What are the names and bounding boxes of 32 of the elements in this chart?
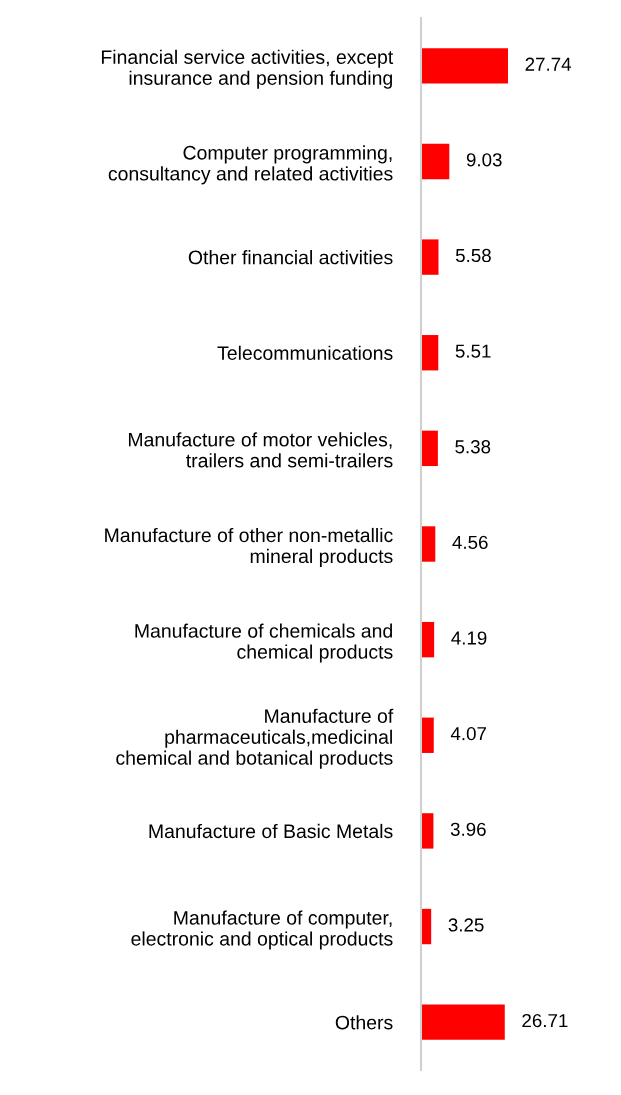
bar xyxy=(421,813,434,849)
y-tick-label: Financial service activities, except insurance and pension funding xyxy=(101,49,394,89)
bar xyxy=(421,717,434,753)
y-tick-label: Telecommunications xyxy=(217,345,393,360)
data-label: 26.71 xyxy=(522,1013,568,1028)
data-label: 5.51 xyxy=(455,344,491,358)
data-label: 4.07 xyxy=(450,727,486,741)
y-tick-label: Others xyxy=(335,1015,393,1030)
bar xyxy=(421,430,438,467)
y-tick-label: Manufacture of computer, electronic and optical products xyxy=(131,910,393,950)
bar xyxy=(421,526,436,562)
data-label: 4.19 xyxy=(451,631,487,645)
bar xyxy=(421,239,439,275)
data-label: 9.03 xyxy=(466,153,502,167)
y-tick-label: Manufacture of motor vehicles, trailers and semi-trailers xyxy=(128,432,393,468)
bar xyxy=(421,143,450,180)
y-tick-label: Manufacture of Basic Metals xyxy=(149,823,393,839)
data-label: 3.96 xyxy=(450,822,486,836)
y-tick-label: Computer programming, consultancy and related activities xyxy=(108,145,393,185)
data-label: 3.25 xyxy=(448,918,484,932)
y-tick-label: Manufacture of pharmaceuticals,medicinal chemical and botanical products xyxy=(116,708,394,769)
bar xyxy=(421,1004,505,1040)
data-label: 27.74 xyxy=(525,57,572,71)
data-label: 5.38 xyxy=(455,440,491,454)
y-tick-label: Manufacture of other non-metallic mineral products xyxy=(105,527,393,567)
data-label: 5.58 xyxy=(455,248,491,263)
y-tick-label: Manufacture of chemicals and chemical products xyxy=(135,623,393,663)
y-tick-label: Other financial activities xyxy=(188,250,393,265)
bar xyxy=(421,48,508,84)
bar xyxy=(421,621,435,658)
data-label: 4.56 xyxy=(452,535,488,550)
bar xyxy=(421,335,439,371)
